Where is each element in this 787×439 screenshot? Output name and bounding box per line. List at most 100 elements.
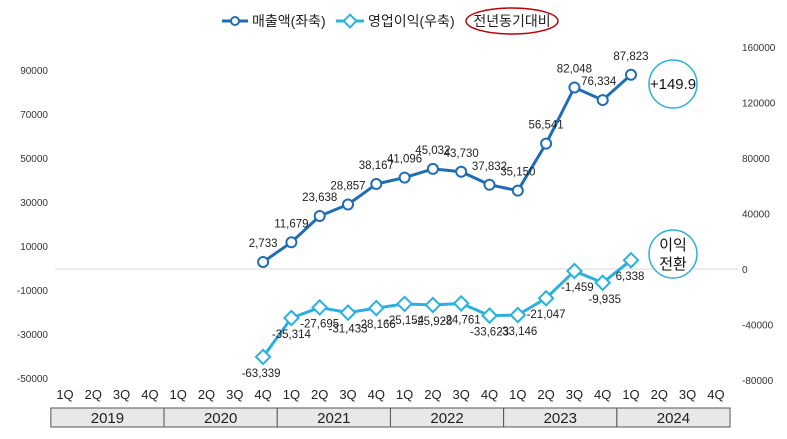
profit-data-label: -9,935 [588,294,621,306]
yoy-annotation-circle [648,59,698,109]
revenue-data-label: 35,150 [500,167,535,179]
quarter-tick-label: 3Q [679,387,696,402]
quarter-tick-label: 3Q [453,387,470,402]
quarter-tick-label: 3Q [113,387,130,402]
revenue-point [257,255,270,268]
right-tick-label: 0 [742,265,748,276]
revenue-point [625,68,637,81]
right-tick-label: 40000 [742,210,770,221]
quarter-tick-label: 2Q [424,387,441,402]
quarter-tick-label: 1Q [622,387,639,402]
profit-data-label: -24,761 [442,314,481,326]
profit-point [254,348,272,366]
quarter-tick-label: 1Q [509,387,526,402]
legend-revenue-marker [230,16,240,26]
profit-point [339,304,357,322]
year-label: 2021 [317,410,350,427]
profit-point [424,296,442,314]
legend: 매출액(좌축) 영업이익(우축) 전년동기대비 [222,7,559,35]
legend-yoy-label: 전년동기대비 [473,13,550,29]
revenue-data-label: 82,048 [557,63,592,75]
revenue-data-label: 56,541 [529,120,564,132]
revenue-data-label: 41,096 [387,154,422,166]
quarter-tick-label: 3Q [339,387,356,402]
profit-data-label: -25,154 [385,315,425,327]
profit-data-label: -33,623 [470,327,509,339]
year-box [616,407,731,428]
quarter-tick-label: 2Q [651,387,668,402]
revenue-point [370,178,383,191]
year-label: 2024 [657,410,690,427]
year-label: 2019 [91,410,124,427]
revenue-point [342,198,354,211]
quarter-tick-label: 1Q [56,387,73,402]
yoy-annotation-text: +149.9 [650,76,696,93]
x-axis: 1Q 2Q 3Q 4Q 1Q 2Q 3Q 4Q 1Q 2Q 3Q 4Q 1Q 2Q 3Q 4Q 1Q 2Q 3Q 4Q… [50,387,731,428]
left-tick-label: 10000 [20,242,48,253]
right-tick-label: -40000 [742,321,774,332]
turnaround-annotation-circle [648,229,698,279]
revenue-point [398,171,411,184]
left-tick-label: 30000 [20,198,48,209]
profit-data-label: -27,695 [300,318,339,330]
quarter-tick-label: 4Q [254,387,271,402]
profit-data-label: 6,338 [616,271,645,283]
revenue-data-label: 45,032 [415,145,450,157]
profit-data-label: -21,047 [527,309,566,321]
right-tick-label: 120000 [742,99,776,110]
legend-revenue-label: 매출액(좌축) [252,13,326,29]
left-tick-label: -10000 [17,286,49,297]
quarter-tick-label: 2Q [198,387,215,402]
revenue-data-label: 87,823 [613,51,648,63]
profit-point [509,306,527,324]
axes: 90000 70000 50000 30000 10000 -10000 -30000 -50… [17,43,776,387]
turnaround-annotation-line1: 이익 [659,237,687,254]
revenue-data-label: 76,334 [581,76,617,88]
left-tick-label: -30000 [17,330,49,341]
year-label: 2023 [544,410,577,427]
revenue-point [426,162,439,175]
quarter-tick-label: 4Q [594,387,611,402]
quarter-tick-label: 2Q [537,387,554,402]
profit-point [367,299,385,317]
quarter-tick-label: 1Q [283,387,300,402]
profit-data-label: -25,928 [413,316,452,328]
revenue-point [568,81,581,94]
quarter-tick-label: 3Q [226,387,243,402]
quarter-tick-label: 2Q [311,387,328,402]
profit-data-label: -63,339 [242,368,281,380]
revenue-point [285,236,298,249]
profit-point [537,289,555,307]
quarter-tick-label: 3Q [566,387,583,402]
revenue-data-label: 38,167 [359,160,394,172]
profit-data-label: -33,146 [498,326,537,338]
profit-data-label: -31,433 [328,324,367,336]
revenue-point [483,178,496,191]
year-label: 2020 [204,410,237,427]
revenue-data-label: 28,857 [330,181,365,193]
right-tick-label: -80000 [742,376,774,387]
quarter-tick-label: 1Q [396,387,413,402]
revenue-data-label: 43,730 [444,148,479,160]
profit-point [311,298,329,316]
revenue-point [540,137,553,150]
quarter-tick-label: 2Q [85,387,102,402]
revenue-data-label: 37,832 [472,161,507,173]
revenue-point [313,209,326,222]
profit-point [282,309,300,327]
series-markers [254,68,640,366]
right-tick-label: 80000 [742,154,770,165]
profit-data-label: -28,166 [357,319,396,331]
quarter-tick-label: 4Q [141,387,158,402]
quarter-tick-label: 4Q [481,387,498,402]
profit-point [481,307,498,325]
quarter-tick-label: 4Q [707,387,724,402]
left-tick-label: 50000 [20,154,48,165]
revenue-data-label: 23,638 [302,192,337,204]
legend-yoy-ellipse [465,7,559,35]
year-label: 2022 [430,410,463,427]
profit-data-label: -35,314 [272,329,312,341]
